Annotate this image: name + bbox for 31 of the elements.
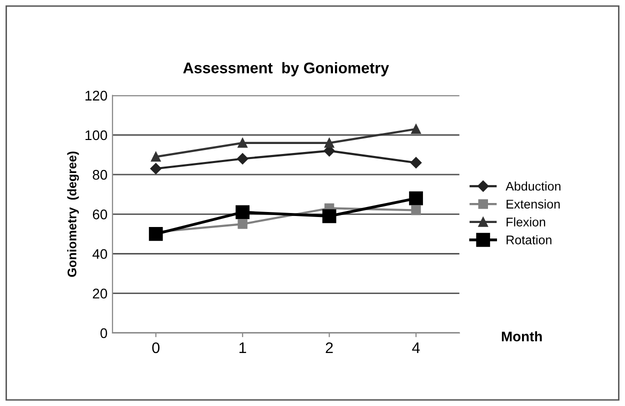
point — [411, 205, 421, 216]
chart-title: Assessment by Goniometry — [183, 62, 390, 76]
point — [148, 227, 163, 241]
point — [410, 157, 422, 168]
y-tick-label: 0 — [100, 328, 108, 338]
y-tick-label: 20 — [92, 288, 108, 299]
y-tick-label: 120 — [86, 90, 108, 101]
y-tick-label: 60 — [92, 210, 108, 220]
legend-label: Extension — [506, 199, 560, 209]
point — [409, 191, 423, 206]
legend-label: Abduction — [506, 181, 560, 191]
point — [322, 209, 336, 224]
point — [324, 138, 334, 148]
point — [236, 153, 248, 164]
y-tick-label: 100 — [86, 130, 108, 140]
point — [238, 138, 248, 148]
y-tick-label: 80 — [92, 170, 108, 180]
y-tick-label: 40 — [92, 249, 108, 259]
x-axis-title: Month — [502, 331, 542, 342]
legend-label: Flexion — [506, 217, 546, 226]
x-tick-label: 1 — [239, 342, 246, 354]
x-tick-label: 0 — [152, 342, 160, 354]
x-tick-label: 4 — [412, 342, 420, 354]
point — [411, 124, 421, 134]
point — [236, 205, 250, 220]
x-tick-label: 2 — [326, 342, 333, 354]
y-axis-title: Goniometry (degree) — [67, 152, 79, 277]
point — [150, 163, 162, 174]
point — [151, 152, 161, 162]
point — [238, 219, 248, 229]
legend-label: Rotation — [506, 235, 552, 244]
